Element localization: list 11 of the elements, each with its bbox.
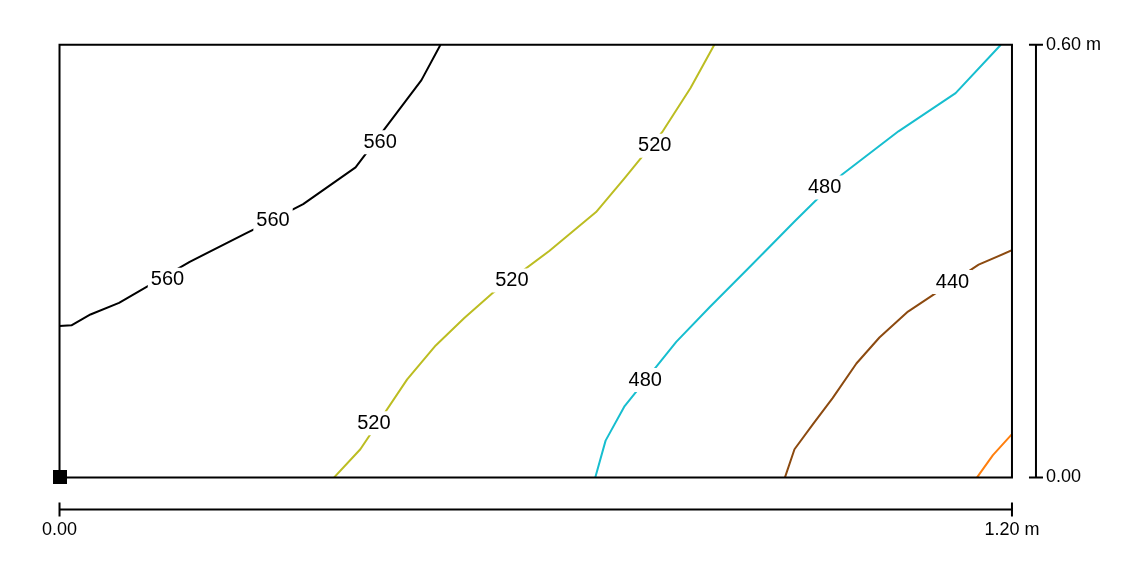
annotation: 440 (935, 269, 970, 292)
y-tick-label: 0.60 m (1045, 33, 1101, 54)
annotation: 560 (363, 129, 397, 152)
annotation: 480 (807, 175, 842, 198)
x-tick-label: 1.20 m (984, 519, 1040, 540)
annotation: 560 (256, 207, 290, 230)
annotation: 520 (357, 410, 391, 433)
annotation: 520 (638, 133, 672, 156)
annotation: 560 (150, 267, 185, 290)
annotation: 520 (495, 268, 529, 291)
annotation: 480 (628, 367, 662, 390)
